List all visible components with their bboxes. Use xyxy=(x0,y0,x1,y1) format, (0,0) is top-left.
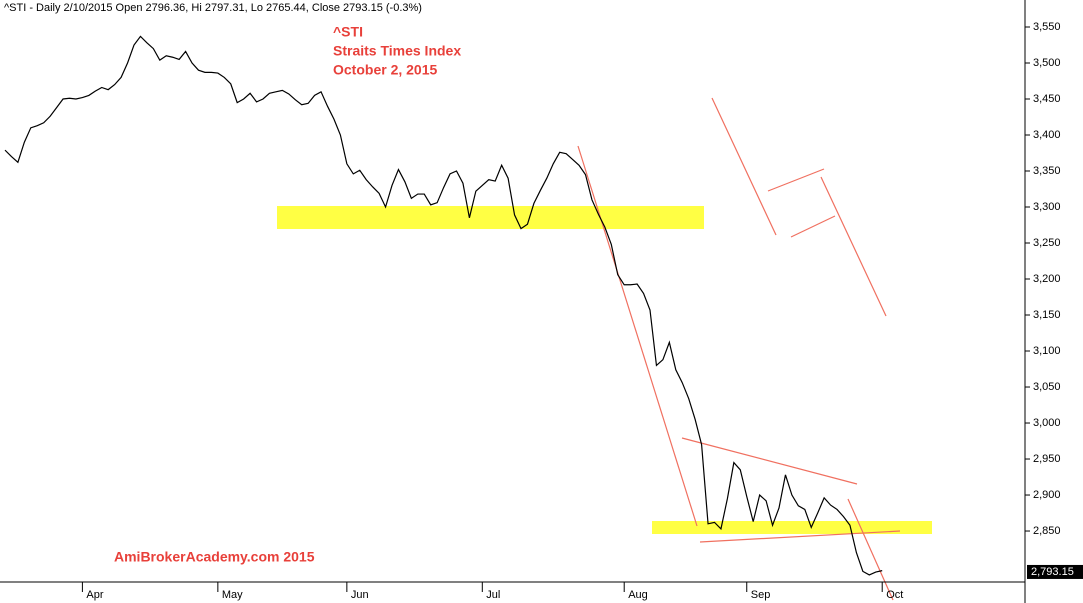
trend-line xyxy=(767,168,825,192)
annotation: Straits Times Index xyxy=(333,43,461,59)
last-price-box xyxy=(1027,564,1083,579)
annotation: October 2, 2015 xyxy=(333,62,437,78)
trend-line xyxy=(847,498,894,601)
y-tick-label: 3,350 xyxy=(1033,165,1061,177)
annotation: ^STI xyxy=(333,24,363,40)
y-tick-label: 3,250 xyxy=(1033,237,1061,249)
y-tick-label: 3,450 xyxy=(1033,93,1061,105)
support-zone xyxy=(277,206,704,229)
trend-line xyxy=(711,97,777,236)
x-tick-label: Oct xyxy=(886,589,903,601)
y-tick-label: 3,050 xyxy=(1033,381,1061,393)
x-tick-label: Jul xyxy=(486,589,500,601)
x-tick-label: Sep xyxy=(751,589,771,601)
trend-line xyxy=(699,530,901,543)
x-tick-label: Apr xyxy=(86,589,103,601)
price-line xyxy=(4,35,883,576)
y-tick-label: 3,000 xyxy=(1033,417,1061,429)
y-tick-label: 2,950 xyxy=(1033,453,1061,465)
y-tick-label: 3,100 xyxy=(1033,345,1061,357)
y-tick-label: 3,500 xyxy=(1033,57,1061,69)
y-tick-label: 3,150 xyxy=(1033,309,1061,321)
trend-line xyxy=(681,437,858,485)
watermark: AmiBrokerAcademy.com 2015 xyxy=(114,549,315,565)
trend-line xyxy=(820,176,887,317)
y-tick-label: 3,550 xyxy=(1033,21,1061,33)
x-tick-label: May xyxy=(222,589,243,601)
x-tick-label: Aug xyxy=(628,589,648,601)
y-tick-label: 3,400 xyxy=(1033,129,1061,141)
y-tick-label: 2,900 xyxy=(1033,489,1061,501)
y-tick-label: 3,200 xyxy=(1033,273,1061,285)
last-price-label: 2,793.15 xyxy=(1031,566,1074,578)
y-tick-label: 2,850 xyxy=(1033,525,1061,537)
trend-line xyxy=(790,215,836,238)
x-tick-label: Jun xyxy=(351,589,369,601)
trend-line xyxy=(577,145,698,527)
y-tick-label: 3,300 xyxy=(1033,201,1061,213)
header: ^STI - Daily 2/10/2015 Open 2796.36, Hi … xyxy=(4,2,422,14)
